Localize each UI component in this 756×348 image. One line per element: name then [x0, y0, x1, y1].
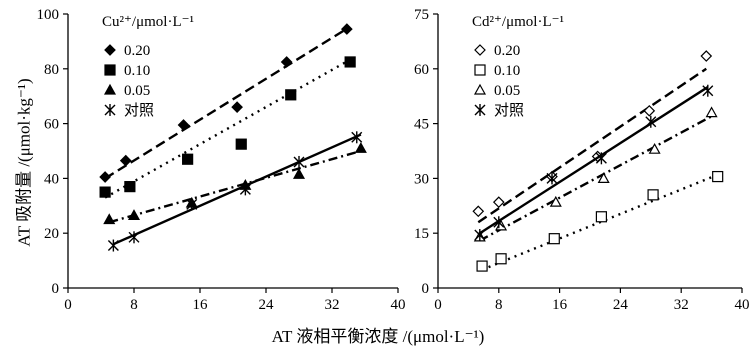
data-point	[341, 23, 353, 35]
legend-title: Cu²⁺/μmol·L⁻¹	[102, 14, 194, 30]
y-tick-label: 20	[44, 226, 59, 242]
data-point	[643, 104, 656, 117]
x-tick-label: 8	[495, 297, 503, 313]
cu-panel: 0 8 16 24 32 40 0 20 40 60 80 100 Cu²⁺/μmol·L⁻¹ 0.20 0…	[37, 7, 406, 313]
data-point	[597, 172, 610, 183]
y-tick-label: 80	[44, 62, 59, 78]
legend-label: 0.05	[494, 83, 520, 99]
data-point	[119, 154, 132, 167]
y-tick-label: 0	[422, 281, 430, 297]
data-point	[705, 106, 718, 118]
data-point	[128, 231, 140, 244]
x-tick-label: 40	[391, 297, 406, 313]
x-tick-label: 40	[735, 297, 750, 313]
data-point	[107, 239, 119, 252]
data-point	[595, 211, 608, 223]
legend-label: 对照	[494, 102, 524, 119]
y-tick-label: 15	[414, 226, 429, 242]
data-point	[549, 195, 562, 207]
fit-line-0.05	[108, 149, 362, 224]
data-point	[292, 168, 306, 179]
y-axis-label: AT 吸附量 /(μmol·kg⁻¹)	[14, 78, 34, 247]
y-tick-label: 60	[44, 117, 59, 133]
data-point	[648, 142, 661, 154]
legend-label: 0.20	[124, 43, 150, 59]
data-point	[239, 183, 251, 196]
data-point	[103, 213, 116, 225]
y-tick-label: 60	[414, 62, 429, 78]
y-tick-label: 40	[44, 171, 59, 187]
fit-line-0.10	[104, 59, 350, 199]
data-point	[186, 198, 198, 211]
legend-marker	[104, 44, 116, 56]
x-tick-label: 32	[325, 297, 340, 313]
y-tick-label: 100	[37, 7, 60, 23]
data-point	[177, 119, 190, 131]
data-point	[476, 260, 488, 272]
data-point	[182, 153, 194, 165]
fit-line-0.20	[104, 26, 350, 180]
fit-line-对照	[112, 133, 362, 246]
data-point	[712, 170, 724, 183]
x-axis-label: AT 液相平衡浓度 /(μmol·L⁻¹)	[271, 327, 485, 346]
data-point	[127, 209, 141, 220]
y-tick-label: 30	[414, 171, 429, 187]
x-tick-label: 8	[130, 297, 138, 313]
legend-marker	[473, 83, 487, 95]
legend-label: 0.20	[494, 43, 520, 59]
data-point	[124, 181, 136, 193]
data-point	[492, 196, 505, 208]
data-point	[472, 205, 485, 218]
data-point	[351, 131, 363, 144]
x-tick-label: 16	[552, 297, 568, 313]
data-point	[493, 216, 505, 229]
data-point	[474, 229, 486, 242]
x-tick-label: 24	[613, 297, 629, 313]
x-tick-label: 16	[193, 297, 209, 313]
data-point	[702, 84, 714, 97]
legend-label: 0.05	[124, 83, 150, 99]
legend-title: Cd²⁺/μmol·L⁻¹	[472, 14, 564, 30]
legend-label: 对照	[124, 102, 154, 119]
y-tick-label: 0	[52, 281, 60, 297]
data-point	[231, 101, 243, 114]
data-point	[548, 233, 560, 245]
fit-line-对照	[479, 86, 709, 235]
legend-marker	[104, 64, 116, 76]
x-tick-label: 24	[259, 297, 275, 313]
cd-panel: 0 8 16 24 32 40 0 15 30 45 60 75 Cd²⁺/μmol·L⁻¹ 0.20 0.…	[414, 7, 750, 313]
data-point	[700, 50, 713, 62]
legend-marker	[474, 104, 486, 116]
x-tick-label: 0	[64, 297, 72, 313]
fit-line-0.20	[477, 67, 707, 224]
data-point	[354, 142, 367, 153]
x-tick-label: 0	[434, 297, 442, 313]
data-point	[293, 155, 305, 168]
legend-label: 0.10	[124, 63, 150, 79]
data-point	[595, 152, 607, 165]
legend-marker	[474, 44, 486, 56]
data-point	[235, 138, 247, 150]
legend-marker	[104, 104, 116, 116]
data-point	[99, 186, 111, 198]
fit-line-0.05	[479, 115, 713, 242]
data-point	[285, 89, 297, 101]
x-tick-label: 32	[674, 297, 689, 313]
y-tick-label: 45	[414, 117, 429, 133]
y-tick-label: 75	[414, 7, 429, 23]
data-point	[645, 115, 657, 128]
legend-marker	[474, 64, 486, 76]
legend-label: 0.10	[494, 63, 520, 79]
data-point	[647, 189, 659, 201]
legend-marker	[103, 83, 117, 95]
data-point	[99, 171, 111, 183]
data-point	[280, 56, 293, 68]
data-point	[546, 172, 558, 185]
data-point	[344, 56, 356, 68]
data-point	[495, 253, 507, 265]
